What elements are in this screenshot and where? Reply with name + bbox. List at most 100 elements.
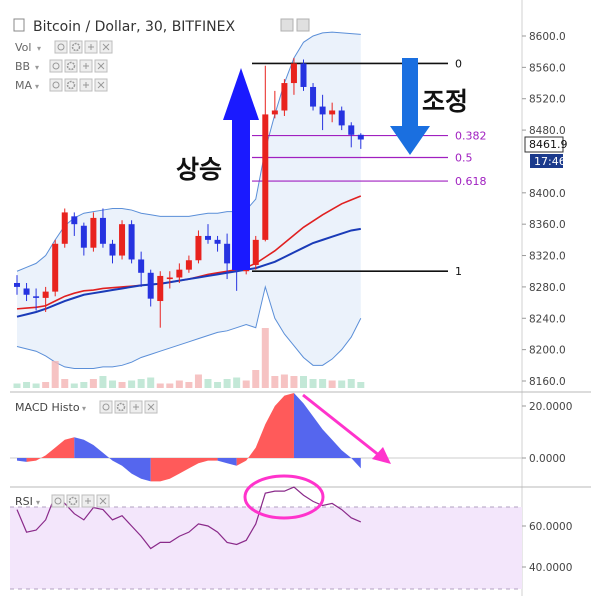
volume-bar (252, 370, 260, 388)
plus-icon[interactable] (79, 59, 93, 73)
fibonacci-retracement[interactable]: 0 0.382 0.5 0.618 1 (252, 57, 487, 278)
macd-legend[interactable]: MACD Histo ▾ (15, 401, 86, 414)
macd-histogram-area (17, 458, 27, 462)
chevron-down-icon: ▾ (35, 82, 39, 91)
volume-bar (328, 380, 336, 388)
gear-icon[interactable] (64, 59, 78, 73)
plus-icon[interactable] (84, 40, 98, 54)
volume-bar (319, 379, 327, 388)
candle-body (310, 86, 317, 107)
pane-control-icons[interactable] (51, 400, 158, 508)
rsi-legend[interactable]: RSI ▾ (15, 495, 40, 508)
candle-body (157, 275, 164, 302)
eye-icon[interactable] (54, 40, 68, 54)
volume-bar (280, 374, 288, 388)
volume-bar (261, 328, 269, 388)
rsi-tick-label: 60.0000 (529, 521, 572, 533)
up-label: 상승 (176, 155, 222, 184)
gear-icon[interactable] (64, 78, 78, 92)
candle-body (262, 114, 269, 240)
volume-bar (166, 383, 174, 388)
eye-icon[interactable] (99, 400, 113, 414)
candle (99, 208, 106, 248)
candle-body (214, 239, 221, 244)
price-tick-label: 8200.0 (529, 345, 566, 357)
indicator-row-ma[interactable]: MA ▾ (15, 79, 39, 92)
volume-bar (204, 379, 212, 388)
close-icon[interactable] (144, 400, 158, 414)
candle (281, 79, 288, 116)
macd-tick-label: 0.0000 (529, 453, 566, 465)
candle (128, 220, 135, 264)
gear-icon[interactable] (114, 400, 128, 414)
close-icon[interactable] (94, 59, 108, 73)
price-tick-label: 8280.0 (529, 282, 566, 294)
candle-body (271, 110, 278, 115)
volume-bar (13, 383, 21, 388)
volume-bar (338, 380, 346, 388)
price-axis: 8600.0 8560.0 8520.0 8480.0 8400.0 8360.0 8320… (522, 31, 566, 388)
candle-body (252, 239, 259, 265)
volume-bar (61, 379, 69, 388)
price-tick-label: 8400.0 (529, 188, 566, 200)
candle (52, 239, 59, 297)
indicator-row-vol[interactable]: Vol ▾ (15, 41, 41, 54)
candle-body (71, 216, 78, 225)
macd-histogram-area (293, 393, 361, 469)
close-icon[interactable] (96, 494, 110, 508)
candle (329, 102, 336, 123)
volume-bar (137, 379, 145, 388)
indicator-control-icons[interactable] (49, 40, 113, 92)
candle (157, 271, 164, 328)
candle-body (80, 225, 87, 248)
candle-body (52, 243, 59, 292)
candle (224, 233, 231, 280)
fib-level-label: 0.382 (455, 130, 487, 143)
rsi-tick-label: 40.0000 (529, 562, 572, 574)
plus-icon[interactable] (129, 400, 143, 414)
volume-bar (42, 382, 50, 388)
candle (262, 65, 269, 242)
candle (252, 235, 259, 270)
candle-body (195, 235, 202, 261)
eye-icon[interactable] (49, 59, 63, 73)
close-icon[interactable] (99, 40, 113, 54)
svg-text:Vol: Vol (15, 41, 31, 54)
title-settings-icons[interactable] (280, 18, 310, 32)
candle (166, 271, 173, 289)
candle (290, 57, 297, 95)
indicator-row-bb[interactable]: BB ▾ (15, 60, 39, 73)
candle-body (185, 260, 192, 270)
svg-text:MACD Histo: MACD Histo (15, 401, 80, 414)
candle-body (338, 110, 345, 126)
gear-icon[interactable] (69, 40, 83, 54)
symbol-box-icon[interactable] (13, 18, 25, 32)
rsi-line-path (16, 486, 362, 550)
volume-bar (309, 379, 317, 388)
candle (42, 286, 49, 312)
chart-header: Bitcoin / Dollar, 30, BITFINEX (13, 18, 310, 35)
candle-body (348, 125, 355, 135)
candle (205, 224, 211, 244)
candle (33, 288, 40, 311)
eye-icon[interactable] (49, 78, 63, 92)
close-icon[interactable] (94, 78, 108, 92)
candle (195, 230, 202, 264)
volume-bar (118, 382, 126, 388)
volume-bar (51, 361, 59, 388)
candle-body (90, 217, 97, 248)
macd-histogram-area (217, 458, 237, 466)
plus-icon[interactable] (81, 494, 95, 508)
eye-icon[interactable] (51, 494, 65, 508)
down-arrow-icon (390, 58, 430, 155)
candle (80, 222, 87, 256)
macd-histogram: 20.0000 0.0000 (10, 393, 572, 482)
fib-level-label: 1 (455, 265, 462, 278)
last-price-badge: 8461.9 (524, 136, 568, 153)
fib-level-label: 0.5 (455, 152, 473, 165)
plus-icon[interactable] (79, 78, 93, 92)
volume-bar (271, 376, 279, 388)
macd-histogram-area (236, 393, 294, 466)
gear-icon[interactable] (66, 494, 80, 508)
